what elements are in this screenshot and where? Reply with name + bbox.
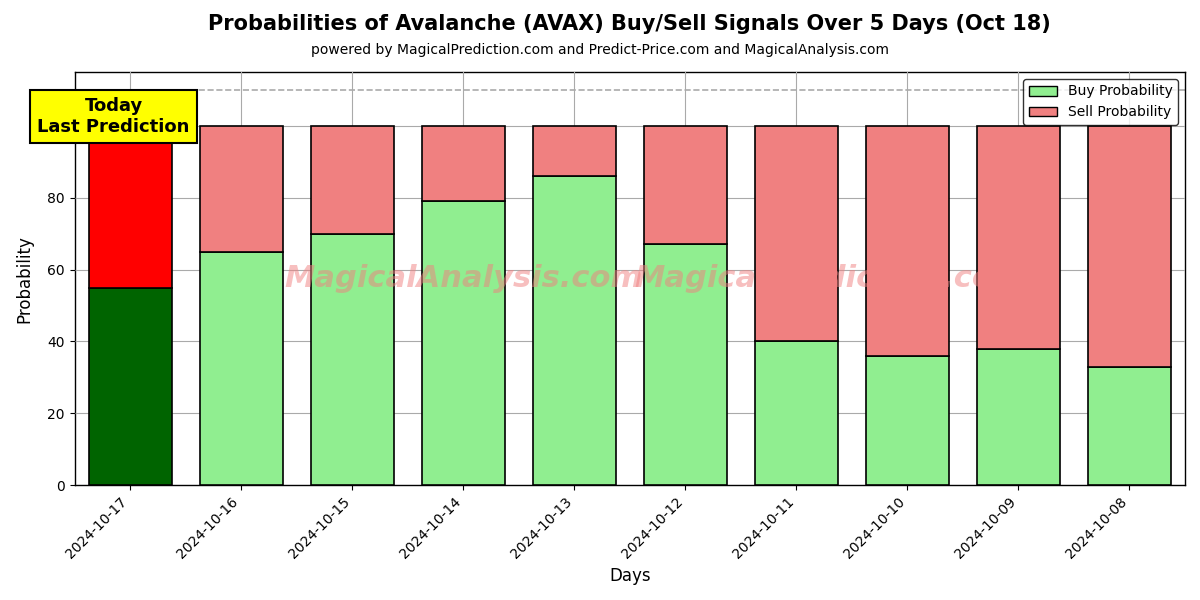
X-axis label: Days: Days <box>610 567 650 585</box>
Text: powered by MagicalPrediction.com and Predict-Price.com and MagicalAnalysis.com: powered by MagicalPrediction.com and Pre… <box>311 43 889 57</box>
Text: MagicalAnalysis.com: MagicalAnalysis.com <box>284 264 642 293</box>
Bar <box>89 287 172 485</box>
Bar <box>311 233 394 485</box>
Y-axis label: Probability: Probability <box>16 235 34 323</box>
Bar <box>643 244 727 485</box>
Bar <box>421 202 505 485</box>
Legend: Buy Probability, Sell Probability: Buy Probability, Sell Probability <box>1024 79 1178 125</box>
Bar <box>977 349 1060 485</box>
Bar <box>89 126 172 287</box>
Text: Today
Last Prediction: Today Last Prediction <box>37 97 190 136</box>
Bar <box>311 126 394 233</box>
Bar <box>977 126 1060 349</box>
Text: MagicalPrediction.com: MagicalPrediction.com <box>635 264 1025 293</box>
Title: Probabilities of Avalanche (AVAX) Buy/Sell Signals Over 5 Days (Oct 18): Probabilities of Avalanche (AVAX) Buy/Se… <box>209 14 1051 34</box>
Bar <box>1088 367 1171 485</box>
Bar <box>199 251 283 485</box>
Bar <box>865 356 949 485</box>
Bar <box>533 126 616 176</box>
Bar <box>643 126 727 244</box>
Bar <box>1088 126 1171 367</box>
Bar <box>755 341 838 485</box>
Bar <box>533 176 616 485</box>
Bar <box>421 126 505 202</box>
Bar <box>755 126 838 341</box>
Bar <box>199 126 283 251</box>
Bar <box>865 126 949 356</box>
